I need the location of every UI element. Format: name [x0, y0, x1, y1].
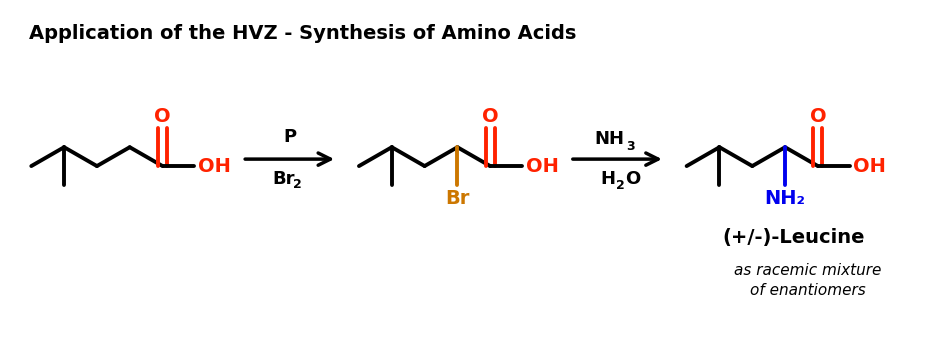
Text: H: H	[600, 170, 615, 188]
Text: Br: Br	[272, 170, 295, 188]
Text: 2: 2	[293, 179, 302, 191]
Text: O: O	[625, 170, 640, 188]
Text: OH: OH	[525, 156, 558, 175]
Text: NH₂: NH₂	[765, 189, 806, 208]
Text: Br: Br	[446, 189, 469, 208]
Text: OH: OH	[853, 156, 886, 175]
Text: OH: OH	[198, 156, 230, 175]
Text: (+/-)-Leucine: (+/-)-Leucine	[721, 228, 865, 247]
Text: as racemic mixture: as racemic mixture	[735, 263, 882, 278]
Text: 3: 3	[626, 140, 634, 153]
Text: Application of the HVZ - Synthesis of Amino Acids: Application of the HVZ - Synthesis of Am…	[29, 24, 576, 43]
Text: P: P	[283, 128, 296, 146]
Text: O: O	[155, 107, 171, 126]
Text: NH: NH	[594, 130, 625, 148]
Text: O: O	[482, 107, 499, 126]
Text: O: O	[810, 107, 827, 126]
Text: 2: 2	[616, 179, 625, 192]
Text: of enantiomers: of enantiomers	[750, 283, 866, 298]
